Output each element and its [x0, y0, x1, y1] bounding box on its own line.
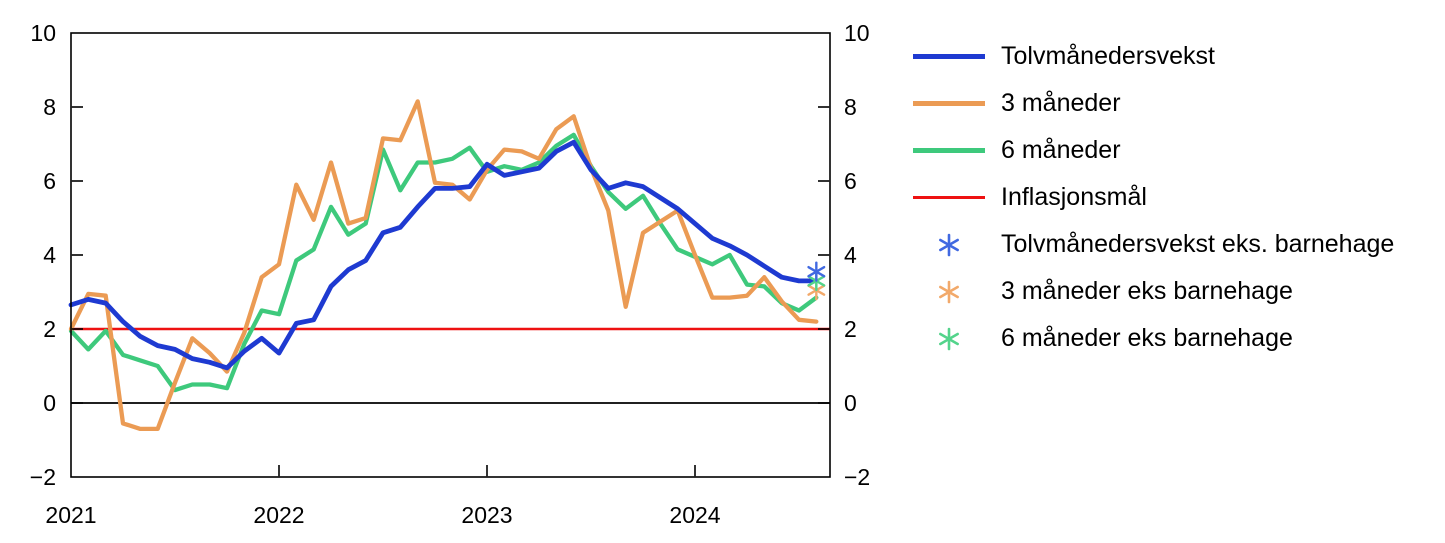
asterisk-icon: [939, 280, 959, 303]
y-axis-tick-label-right: 6: [844, 168, 857, 194]
plot-frame: [70, 32, 831, 478]
x-axis-tick-label: 2022: [253, 502, 304, 528]
legend-item-label: Tolvmånedersvekst eks. barnehage: [1001, 230, 1395, 258]
y-axis-tick-label-right: −2: [844, 464, 870, 490]
legend-item-tolvmanedersvekst: Tolvmånedersvekst: [913, 33, 1394, 80]
legend-item-seks-maneder: 6 måneder: [913, 127, 1394, 174]
y-axis-tick-label-right: 2: [844, 316, 857, 342]
legend-item-label: Tolvmånedersvekst: [1001, 42, 1215, 70]
y-axis-tick-label-left: 4: [43, 242, 56, 268]
x-axis-tick-label: 2024: [669, 502, 720, 528]
y-axis-tick-label-left: 2: [43, 316, 56, 342]
y-axis-tick-label-right: 10: [844, 20, 870, 46]
y-axis-tick-label-right: 8: [844, 94, 857, 120]
legend-item-label: 3 måneder: [1001, 89, 1121, 117]
legend: Tolvmånedersvekst 3 måneder 6 måneder In…: [913, 33, 1394, 362]
y-axis-tick-label-left: 10: [30, 20, 56, 46]
legend-item-tolvmanedersvekst-eks-barnehage: Tolvmånedersvekst eks. barnehage: [913, 221, 1394, 268]
y-axis-tick-label-left: 0: [43, 390, 56, 416]
legend-line-sample: [913, 196, 985, 199]
legend-item-tre-maneder-eks-barnehage: 3 måneder eks barnehage: [913, 268, 1394, 315]
x-axis-tick-label: 2021: [45, 502, 96, 528]
legend-item-label: Inflasjonsmål: [1001, 183, 1147, 211]
series-line-seks-maneder: [68, 132, 819, 393]
y-axis-tick-label-left: −2: [30, 464, 56, 490]
legend-line-sample: [913, 148, 985, 153]
asterisk-icon: [939, 233, 959, 256]
legend-item-inflasjonsmal: Inflasjonsmål: [913, 174, 1394, 221]
asterisk-icon: [939, 327, 959, 350]
y-axis-tick-label-right: 0: [844, 390, 857, 416]
series-line-tre-maneder: [68, 99, 819, 432]
legend-item-label: 3 måneder eks barnehage: [1001, 277, 1293, 305]
legend-item-label: 6 måneder eks barnehage: [1001, 324, 1293, 352]
x-axis-tick-label: 2023: [461, 502, 512, 528]
y-axis-tick-label-right: 4: [844, 242, 857, 268]
legend-item-tre-maneder: 3 måneder: [913, 80, 1394, 127]
marker-asterisk-tolvmanedersvekst-eks-barnehage: [807, 261, 826, 282]
legend-item-seks-maneder-eks-barnehage: 6 måneder eks barnehage: [913, 315, 1394, 362]
y-axis-tick-label-left: 6: [43, 168, 56, 194]
legend-line-sample: [913, 101, 985, 106]
legend-line-sample: [913, 53, 985, 60]
series-line-tolvmanedersvekst: [68, 139, 819, 371]
legend-item-label: 6 måneder: [1001, 136, 1121, 164]
y-axis-tick-label-left: 8: [43, 94, 56, 120]
